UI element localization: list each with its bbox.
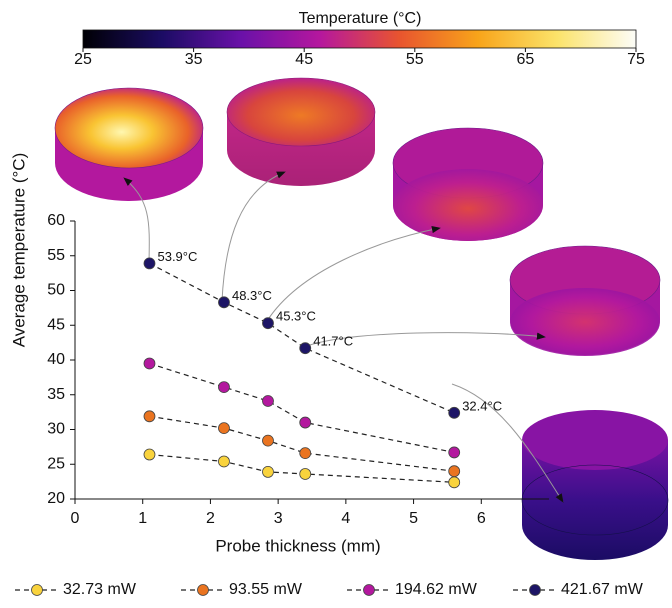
- data-label: 41.7°C: [313, 334, 353, 349]
- data-point: [299, 342, 312, 355]
- callout-arrow: [221, 171, 286, 302]
- y-tick-label: 30: [47, 421, 65, 438]
- colorbar-label: Temperature (°C): [299, 10, 422, 27]
- data-point: [448, 446, 461, 459]
- data-point: [143, 257, 156, 270]
- data-point: [262, 317, 274, 330]
- y-tick-label: 35: [47, 386, 65, 403]
- data-point: [448, 476, 461, 489]
- y-tick-label: 60: [47, 212, 65, 229]
- y-tick-label: 25: [47, 455, 65, 472]
- data-point: [143, 357, 156, 370]
- cylinder: [521, 410, 669, 560]
- x-tick-label: 3: [274, 510, 283, 527]
- data-point: [262, 395, 274, 407]
- callout-arrows: [123, 171, 564, 503]
- data-point: [448, 465, 461, 478]
- data-point: [218, 455, 230, 468]
- colorbar-tick-label: 25: [74, 51, 92, 68]
- y-tick-label: 20: [47, 490, 65, 507]
- y-axis-label: Average temperature (°C): [9, 153, 28, 348]
- data-point: [218, 422, 230, 435]
- x-tick-label: 0: [71, 510, 80, 527]
- series-line: [149, 362, 455, 454]
- data-point: [143, 448, 156, 461]
- data-point: [299, 447, 312, 460]
- data-point: [262, 465, 274, 478]
- data-label: 53.9°C: [157, 249, 197, 264]
- y-tick-label: 40: [47, 351, 65, 368]
- legend-label: 32.73 mW: [63, 581, 137, 598]
- colorbar-tick-label: 65: [517, 51, 535, 68]
- data-point: [262, 434, 274, 447]
- colorbar: [82, 29, 637, 49]
- callout-arrow: [123, 177, 150, 263]
- data-point: [143, 410, 156, 423]
- callout-arrow: [303, 332, 546, 348]
- data-point: [218, 381, 230, 394]
- data-point: [218, 296, 230, 309]
- callout-arrow: [266, 226, 441, 322]
- series-line: [149, 262, 455, 414]
- legend-marker: [197, 584, 209, 596]
- data-point: [299, 468, 312, 480]
- y-tick-label: 45: [47, 316, 65, 333]
- cylinder: [392, 127, 544, 241]
- data-point: [299, 416, 312, 429]
- legend-label: 194.62 mW: [395, 581, 478, 598]
- legend-marker: [529, 584, 541, 596]
- x-tick-label: 6: [477, 510, 486, 527]
- cylinder: [226, 77, 376, 186]
- y-tick-label: 50: [47, 282, 65, 299]
- legend-marker: [363, 584, 375, 596]
- y-tick-label: 55: [47, 247, 65, 264]
- data-label: 48.3°C: [232, 288, 272, 303]
- callout-arrow: [451, 383, 564, 503]
- colorbar-tick-label: 35: [185, 51, 203, 68]
- data-label: 45.3°C: [276, 309, 316, 324]
- colorbar-tick-label: 45: [295, 51, 313, 68]
- x-tick-label: 1: [138, 510, 147, 527]
- data-point: [448, 406, 461, 419]
- x-tick-label: 2: [206, 510, 215, 527]
- legend-label: 93.55 mW: [229, 581, 303, 598]
- cylinder: [54, 87, 204, 201]
- colorbar-tick-label: 75: [627, 51, 645, 68]
- legend-marker: [31, 584, 43, 596]
- probe-renderings: [54, 77, 669, 560]
- legend-label: 421.67 mW: [561, 581, 644, 598]
- data-label: 32.4°C: [462, 398, 502, 413]
- x-axis-label: Probe thickness (mm): [215, 536, 380, 555]
- x-tick-label: 4: [341, 510, 350, 527]
- colorbar-tick-label: 55: [406, 51, 424, 68]
- x-tick-label: 5: [409, 510, 418, 527]
- cylinder: [509, 245, 661, 356]
